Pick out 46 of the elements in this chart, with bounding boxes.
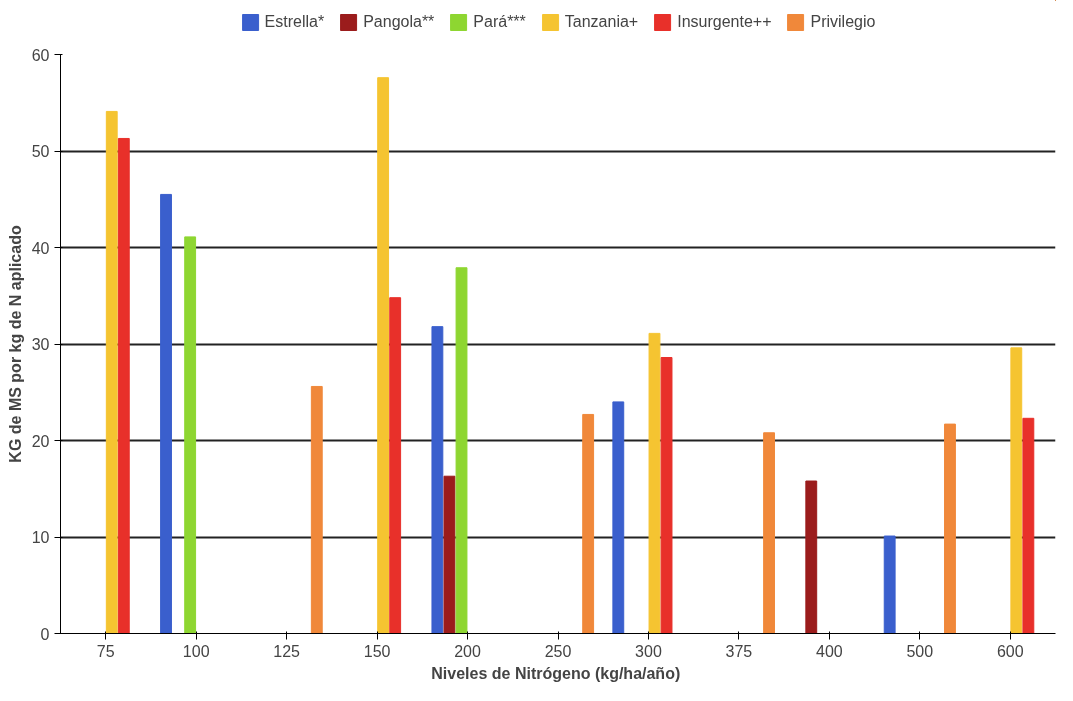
y-axis-title: KG de MS por kg de N aplicado bbox=[6, 225, 24, 463]
bar bbox=[184, 236, 197, 634]
y-tick-label: 50 bbox=[31, 143, 50, 160]
x-tick-label: 75 bbox=[96, 642, 115, 660]
bar bbox=[377, 77, 390, 634]
bar bbox=[883, 535, 896, 634]
bar bbox=[455, 267, 468, 634]
x-tick-label: 200 bbox=[454, 642, 481, 660]
x-tick-label: 100 bbox=[182, 642, 210, 660]
bar bbox=[1010, 347, 1023, 634]
y-tick-label: 10 bbox=[31, 529, 50, 546]
bar bbox=[431, 326, 444, 634]
bar bbox=[389, 297, 402, 634]
x-tick-label: 400 bbox=[816, 642, 843, 660]
bar bbox=[582, 413, 595, 634]
x-tick-label: 125 bbox=[273, 642, 301, 660]
bar bbox=[660, 357, 673, 634]
bar bbox=[763, 432, 775, 634]
bar bbox=[1022, 417, 1035, 634]
y-tick-label: 20 bbox=[31, 432, 50, 450]
bar bbox=[105, 110, 118, 634]
x-axis-title: Niveles de Nitrógeno (kg/ha/año) bbox=[431, 664, 681, 682]
y-tick-label: 60 bbox=[31, 46, 50, 64]
y-tick-label: 40 bbox=[31, 239, 50, 257]
legend-label: Pangola** bbox=[363, 13, 435, 31]
legend-label: Tanzania+ bbox=[564, 13, 639, 31]
y-tick-label: 0 bbox=[40, 625, 50, 643]
legend-label: Pará*** bbox=[473, 13, 526, 31]
bar bbox=[117, 137, 130, 634]
legend-label: Privilegio bbox=[810, 13, 876, 31]
x-tick-label: 500 bbox=[906, 642, 934, 660]
legend-label: Estrella* bbox=[264, 13, 325, 31]
x-tick-label: 250 bbox=[544, 642, 572, 660]
bar bbox=[648, 332, 661, 634]
bar bbox=[944, 423, 956, 634]
bar bbox=[612, 401, 625, 634]
x-tick-label: 600 bbox=[996, 642, 1024, 660]
x-tick-label: 150 bbox=[363, 642, 391, 660]
bar bbox=[443, 475, 456, 634]
bar bbox=[160, 193, 172, 634]
bar bbox=[310, 385, 323, 634]
y-tick-label: 30 bbox=[31, 336, 50, 353]
x-tick-label: 300 bbox=[635, 642, 662, 660]
x-tick-label: 375 bbox=[725, 642, 753, 660]
bar bbox=[805, 480, 818, 634]
legend-label: Insurgente++ bbox=[677, 13, 772, 31]
